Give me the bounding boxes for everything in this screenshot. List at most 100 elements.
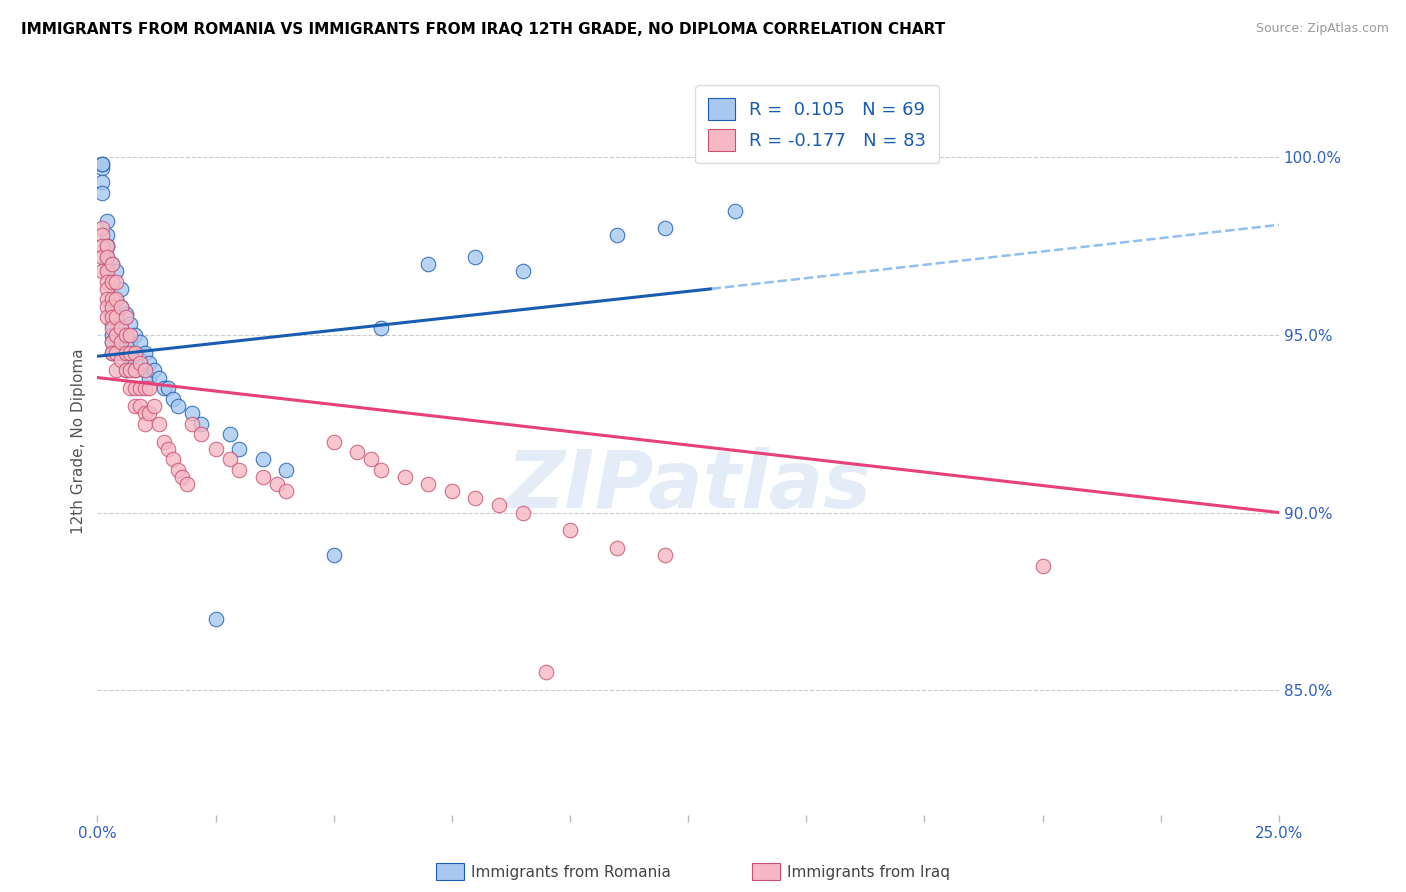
Point bbox=[134, 363, 156, 377]
Point bbox=[105, 310, 128, 325]
Point bbox=[172, 470, 194, 484]
Point bbox=[276, 484, 298, 499]
Point bbox=[96, 264, 118, 278]
Point bbox=[128, 352, 150, 367]
Point bbox=[124, 345, 146, 359]
Point bbox=[606, 228, 628, 243]
Point bbox=[114, 328, 136, 343]
Text: ZIPatlas: ZIPatlas bbox=[506, 447, 870, 525]
Point bbox=[606, 541, 628, 555]
Point bbox=[100, 334, 122, 349]
Point bbox=[124, 381, 146, 395]
Point bbox=[96, 300, 118, 314]
Point bbox=[204, 612, 226, 626]
Point bbox=[418, 257, 440, 271]
Text: Source: ZipAtlas.com: Source: ZipAtlas.com bbox=[1256, 22, 1389, 36]
Y-axis label: 12th Grade, No Diploma: 12th Grade, No Diploma bbox=[72, 349, 86, 534]
Point bbox=[96, 264, 118, 278]
Point bbox=[96, 239, 118, 253]
Point bbox=[114, 345, 136, 359]
Point bbox=[105, 293, 128, 307]
Point bbox=[110, 300, 132, 314]
Point bbox=[100, 293, 122, 307]
Point bbox=[100, 334, 122, 349]
Point bbox=[464, 491, 486, 506]
Point bbox=[440, 484, 463, 499]
Point bbox=[252, 470, 274, 484]
Point bbox=[134, 345, 156, 359]
Point bbox=[100, 257, 122, 271]
Point bbox=[157, 381, 180, 395]
Point bbox=[91, 161, 114, 175]
Point bbox=[110, 282, 132, 296]
Point bbox=[124, 363, 146, 377]
Point bbox=[100, 318, 122, 332]
Point bbox=[322, 548, 344, 562]
Point bbox=[105, 345, 128, 359]
Point bbox=[724, 203, 747, 218]
Point bbox=[138, 406, 160, 420]
Point bbox=[124, 345, 146, 359]
Point bbox=[1032, 558, 1054, 573]
Point bbox=[120, 363, 142, 377]
Point bbox=[152, 434, 174, 449]
Point bbox=[114, 363, 136, 377]
Point bbox=[128, 399, 150, 413]
Point bbox=[228, 442, 250, 456]
Point bbox=[370, 463, 392, 477]
Point bbox=[148, 370, 170, 384]
Point bbox=[96, 239, 118, 253]
Point bbox=[110, 321, 132, 335]
Point bbox=[110, 334, 132, 349]
Text: IMMIGRANTS FROM ROMANIA VS IMMIGRANTS FROM IRAQ 12TH GRADE, NO DIPLOMA CORRELATI: IMMIGRANTS FROM ROMANIA VS IMMIGRANTS FR… bbox=[21, 22, 945, 37]
Point bbox=[105, 328, 128, 343]
Point bbox=[120, 356, 142, 370]
Point bbox=[464, 250, 486, 264]
Point bbox=[128, 334, 150, 349]
Point bbox=[120, 328, 142, 343]
Point bbox=[190, 427, 212, 442]
Point bbox=[134, 417, 156, 431]
Point bbox=[100, 257, 122, 271]
Point bbox=[128, 356, 150, 370]
Point bbox=[394, 470, 416, 484]
Point bbox=[100, 328, 122, 343]
Point bbox=[110, 321, 132, 335]
Point bbox=[157, 442, 180, 456]
Point bbox=[166, 463, 188, 477]
Point bbox=[512, 506, 534, 520]
Point bbox=[105, 275, 128, 289]
Point bbox=[176, 477, 198, 491]
Point bbox=[370, 321, 392, 335]
Text: Immigrants from Romania: Immigrants from Romania bbox=[471, 865, 671, 880]
Point bbox=[110, 334, 132, 349]
Point bbox=[105, 293, 128, 307]
Point bbox=[91, 186, 114, 200]
Point bbox=[100, 321, 122, 335]
Point bbox=[91, 239, 114, 253]
Point bbox=[276, 463, 298, 477]
Point bbox=[120, 318, 142, 332]
Point bbox=[91, 157, 114, 171]
Point bbox=[110, 300, 132, 314]
Point bbox=[100, 293, 122, 307]
Point bbox=[96, 257, 118, 271]
Point bbox=[100, 300, 122, 314]
Point bbox=[100, 345, 122, 359]
Point bbox=[96, 250, 118, 264]
Point bbox=[114, 310, 136, 325]
Point bbox=[105, 328, 128, 343]
Point bbox=[100, 345, 122, 359]
Point bbox=[152, 381, 174, 395]
Point bbox=[360, 452, 382, 467]
Point bbox=[96, 293, 118, 307]
Point bbox=[96, 214, 118, 228]
Point bbox=[512, 264, 534, 278]
Point bbox=[96, 275, 118, 289]
Point bbox=[114, 345, 136, 359]
Point bbox=[100, 275, 122, 289]
Point bbox=[91, 264, 114, 278]
Point bbox=[190, 417, 212, 431]
Point bbox=[134, 381, 156, 395]
Point bbox=[114, 363, 136, 377]
